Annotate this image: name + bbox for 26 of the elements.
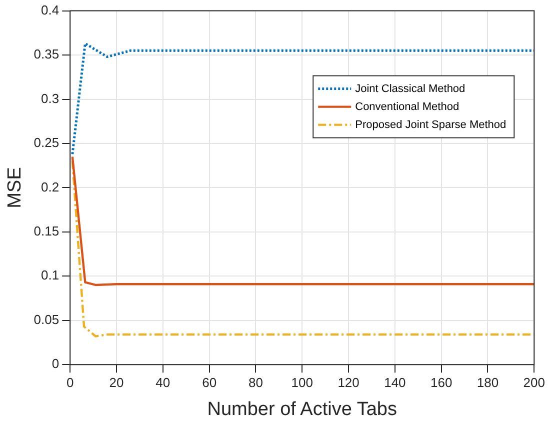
x-axis-title: Number of Active Tabs: [207, 398, 398, 420]
y-tick-label: 0.4: [41, 2, 60, 18]
x-tick-label: 180: [476, 374, 499, 390]
y-tick-label: 0.2: [41, 179, 60, 194]
legend-label: Proposed Joint Sparse Method: [355, 118, 506, 131]
x-tick-label: 60: [202, 374, 217, 390]
y-tick-label: 0: [52, 356, 60, 372]
y-tick-label: 0.3: [41, 90, 60, 106]
x-tick-label: 160: [430, 374, 452, 390]
x-tick-label: 200: [523, 374, 546, 390]
x-tick-label: 100: [291, 374, 313, 390]
legend-label: Conventional Method: [355, 100, 460, 113]
x-tick-label: 40: [156, 374, 170, 390]
line-series: [71, 42, 534, 156]
y-tick-label: 0.35: [34, 46, 60, 62]
x-tick-label: 140: [384, 374, 406, 390]
y-tick-label: 0.05: [34, 312, 60, 327]
y-tick-label: 0.25: [34, 135, 60, 150]
x-tick-label: 120: [338, 374, 360, 390]
x-tick-label: 20: [109, 374, 124, 390]
x-tick-label: 80: [248, 374, 263, 390]
y-tick-label: 0.1: [41, 268, 60, 283]
y-tick-label: 0.15: [34, 224, 60, 239]
legend-label: Joint Classical Method: [355, 82, 466, 95]
y-axis-title: MSE: [4, 167, 26, 208]
x-tick-label: 0: [66, 374, 74, 390]
